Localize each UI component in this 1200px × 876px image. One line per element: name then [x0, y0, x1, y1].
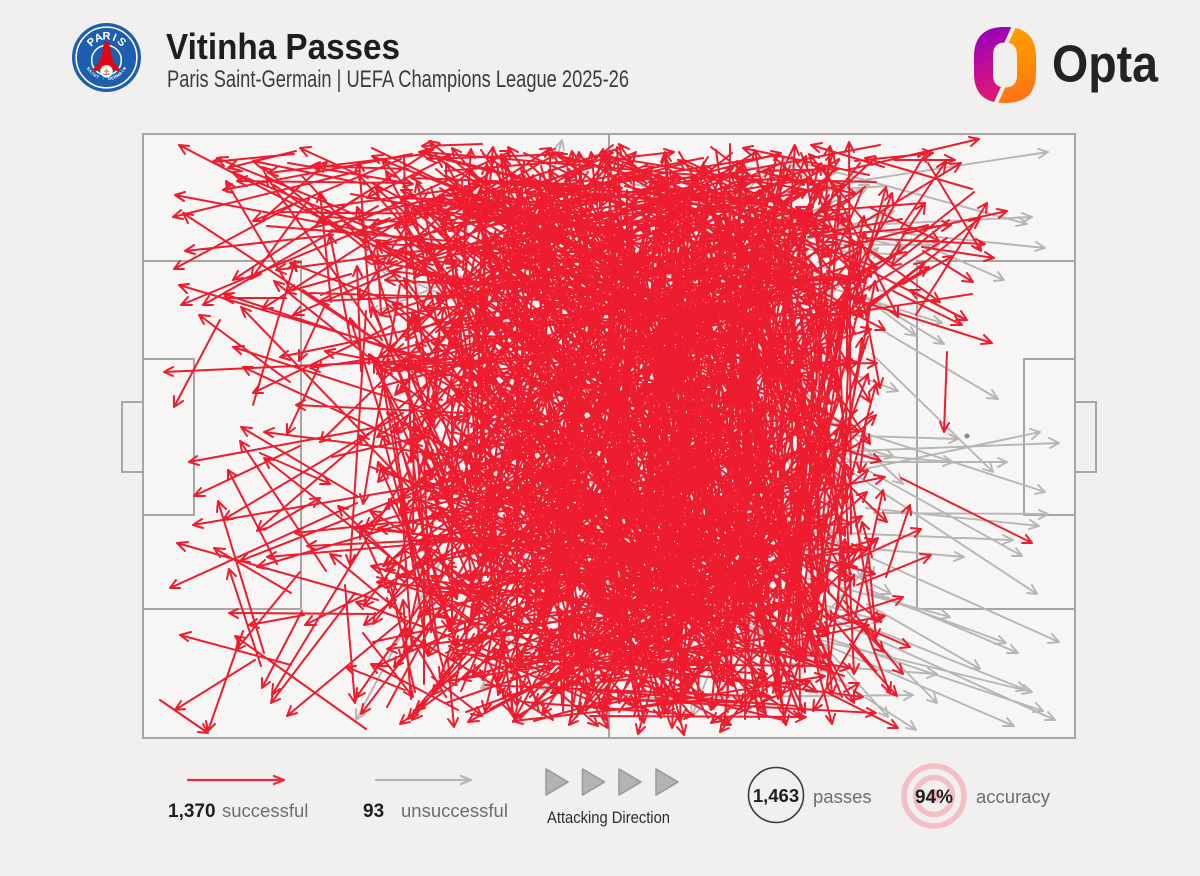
svg-text:Attacking Direction: Attacking Direction: [547, 808, 670, 827]
svg-text:I: I: [120, 69, 125, 73]
svg-text:G: G: [108, 76, 113, 82]
svg-text:passes: passes: [813, 786, 872, 807]
svg-text:A: A: [87, 68, 93, 74]
svg-text:I: I: [90, 71, 94, 75]
svg-text:T: T: [95, 74, 100, 80]
svg-text:I: I: [111, 32, 118, 44]
svg-text:A: A: [93, 31, 105, 45]
svg-text:successful: successful: [222, 800, 308, 821]
svg-text:unsuccessful: unsuccessful: [401, 800, 508, 821]
svg-text:N: N: [92, 72, 97, 78]
svg-text:1,463: 1,463: [753, 785, 799, 806]
svg-text:S: S: [86, 66, 92, 71]
svg-text:E: E: [110, 75, 114, 81]
svg-text:Vitinha Passes: Vitinha Passes: [166, 26, 400, 67]
svg-text:1,370: 1,370: [168, 801, 216, 822]
svg-text:R: R: [103, 31, 111, 43]
svg-text:-: -: [102, 76, 105, 81]
svg-text:N: N: [121, 66, 127, 71]
svg-text:94%: 94%: [915, 787, 953, 808]
svg-text:93: 93: [363, 801, 384, 822]
svg-text:R: R: [113, 74, 118, 80]
svg-text:M: M: [115, 72, 121, 78]
svg-text:accuracy: accuracy: [976, 786, 1051, 807]
svg-text:Opta: Opta: [1052, 36, 1159, 94]
svg-text:A: A: [118, 70, 124, 76]
svg-text:Paris Saint-Germain | UEFA Cha: Paris Saint-Germain | UEFA Champions Lea…: [167, 66, 629, 93]
